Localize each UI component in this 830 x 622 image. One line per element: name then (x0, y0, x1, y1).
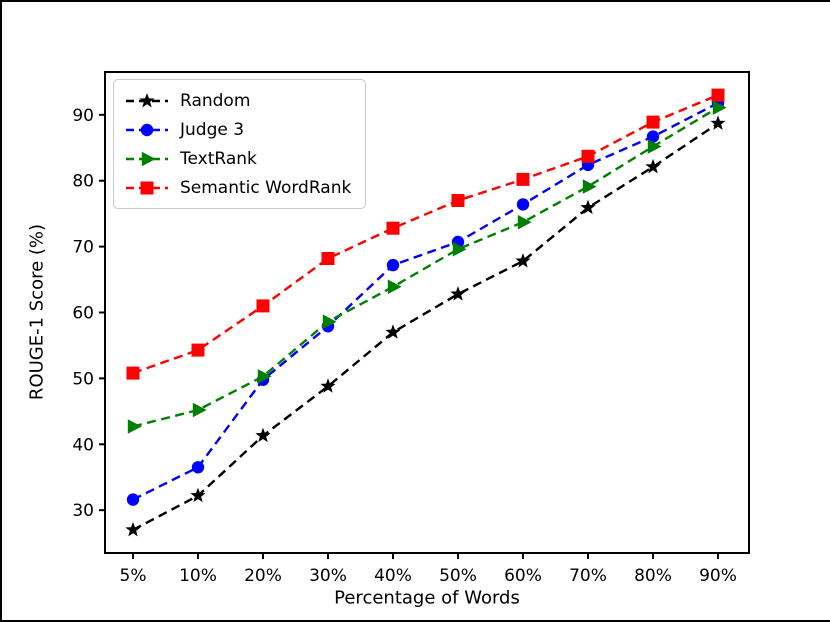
x-axis-title: Percentage of Words (334, 587, 520, 609)
y-axis-title: ROUGE-1 Score (%) (26, 223, 48, 401)
x-tick-label: 60% (504, 566, 542, 586)
frame-border-top (0, 0, 830, 2)
x-tick-label: 30% (309, 566, 347, 586)
legend-item-random: Random (124, 88, 351, 113)
legend-key-star-icon (126, 92, 168, 107)
series-markers (126, 88, 725, 380)
legend-key-triangle-right-icon (126, 151, 168, 166)
x-tick-label: 80% (634, 566, 672, 586)
legend: Random Judge 3 TextRank Semantic WordRank (113, 79, 367, 209)
x-tick-label: 20% (244, 566, 282, 586)
legend-key-square-icon (126, 181, 168, 194)
x-tick-label: 70% (569, 566, 607, 586)
legend-label: Judge 3 (180, 119, 245, 140)
x-tick-label: 10% (179, 566, 217, 586)
series-line (132, 101, 719, 501)
y-tick-label: 80 (72, 172, 94, 192)
legend-item-judge-3: Judge 3 (124, 117, 351, 142)
x-tick-label: 50% (439, 566, 477, 586)
series-markers (125, 115, 726, 537)
y-tick-label: 50 (72, 369, 94, 389)
series-markers (127, 100, 727, 434)
frame-border-left (0, 0, 2, 622)
legend-label: Random (180, 90, 251, 111)
series-markers (126, 96, 725, 506)
y-tick-label: 40 (72, 435, 94, 455)
x-tick-label: 5% (120, 566, 147, 586)
y-tick-label: 70 (72, 238, 94, 258)
x-tick-label: 90% (699, 566, 737, 586)
legend-item-textrank: TextRank (124, 146, 351, 171)
legend-item-semantic-wordrank: Semantic WordRank (124, 175, 351, 200)
frame-border-bottom (0, 620, 830, 622)
legend-label: Semantic WordRank (180, 177, 352, 198)
series-line (132, 93, 719, 375)
y-tick-label: 90 (72, 106, 94, 126)
x-tick-label: 40% (374, 566, 412, 586)
legend-label: TextRank (180, 148, 257, 169)
y-tick-label: 60 (72, 304, 94, 324)
series-line (132, 122, 719, 531)
y-tick-label: 30 (72, 501, 94, 521)
series-line (132, 106, 719, 428)
legend-key-circle-icon (126, 123, 168, 136)
